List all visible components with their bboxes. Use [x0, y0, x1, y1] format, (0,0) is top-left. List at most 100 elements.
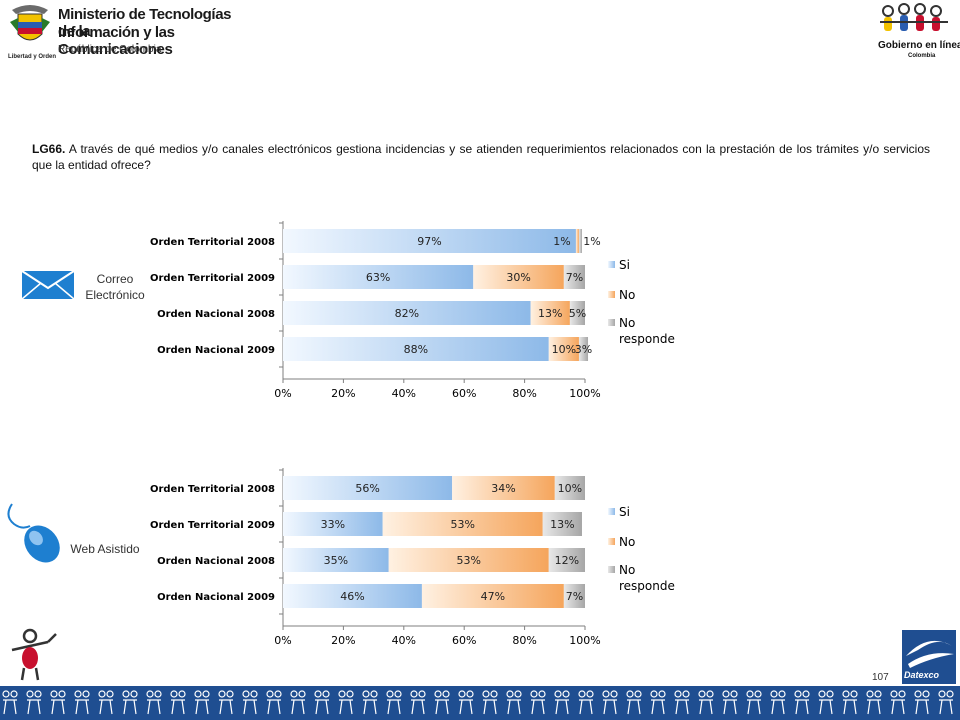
category-label: Orden Territorial 2009 — [150, 520, 275, 531]
page-number: 107 — [872, 672, 889, 683]
legend-label-cont: responde — [619, 332, 675, 346]
legend-swatch — [608, 566, 615, 573]
section-label-email-line2: Electrónico — [85, 288, 145, 302]
data-label: 12% — [555, 554, 579, 567]
question-body: A través de qué medios y/o canales elect… — [32, 142, 931, 172]
gobierno-en-linea-country: Colombia — [908, 53, 936, 59]
data-label: 88% — [404, 343, 428, 356]
datexco-badge-icon — [902, 630, 956, 684]
data-label: 3% — [575, 343, 592, 356]
category-label: Orden Nacional 2008 — [157, 556, 275, 567]
bar-segment — [283, 476, 453, 500]
bar-segment — [283, 229, 576, 253]
bar-segment — [569, 301, 585, 325]
bar-segment — [283, 265, 474, 289]
data-label: 47% — [481, 590, 505, 603]
x-tick-label: 0% — [274, 387, 291, 400]
legend-swatch — [608, 538, 615, 545]
x-tick-label: 60% — [452, 634, 476, 647]
legend-label: Si — [619, 258, 630, 272]
section-label-email: Correo Electrónico — [80, 271, 150, 303]
x-tick-label: 80% — [512, 634, 536, 647]
bar-segment — [563, 265, 585, 289]
footer-band — [0, 686, 960, 720]
data-label: 97% — [417, 235, 441, 248]
person-icon — [11, 628, 57, 681]
chart-email-svg: 0% 20% 40% 60% 80% 100% Orden Territorial 2008… — [150, 221, 675, 400]
people-figures-icon — [880, 3, 948, 31]
legend-swatch — [608, 291, 615, 298]
data-label: 33% — [321, 518, 345, 531]
data-label: 5% — [569, 307, 586, 320]
data-label: 13% — [538, 307, 562, 320]
bar-segment — [283, 301, 531, 325]
bar-segment — [421, 584, 564, 608]
bar-segment — [548, 337, 579, 361]
data-label: 13% — [550, 518, 574, 531]
question-text: LG66. A través de qué medios y/o canales… — [32, 141, 930, 173]
ministry-motto: Libertad y Orden — [8, 54, 57, 60]
data-label: 56% — [355, 482, 379, 495]
chart-email: 0% 20% 40% 60% 80% 100% Orden Territorial 2008… — [0, 215, 700, 405]
legend-swatch — [608, 508, 615, 515]
bar-segment — [283, 337, 549, 361]
data-label: 34% — [491, 482, 515, 495]
coat-of-arms-icon — [10, 5, 50, 41]
bar-segment — [554, 476, 585, 500]
legend-label: No — [619, 535, 635, 549]
legend-label-cont: responde — [619, 579, 675, 593]
bar-segment — [283, 548, 389, 572]
bar-segment — [473, 265, 564, 289]
bar-segment — [548, 548, 585, 572]
data-label: 53% — [457, 554, 481, 567]
legend-label: No — [619, 316, 635, 330]
x-tick-label: 0% — [274, 634, 291, 647]
question-code: LG66. — [32, 142, 66, 156]
x-tick-label: 100% — [569, 387, 600, 400]
x-tick-label: 100% — [569, 634, 600, 647]
bar-segment — [578, 337, 589, 361]
legend-label: Si — [619, 505, 630, 519]
category-label: Orden Territorial 2008 — [150, 484, 275, 495]
bar-segment — [382, 512, 543, 536]
category-label: Orden Nacional 2009 — [157, 592, 275, 603]
chart-web: 0% 20% 40% 60% 80% 100% Orden Territorial 2008… — [0, 462, 700, 652]
data-label: 46% — [340, 590, 364, 603]
bar-segment — [542, 512, 582, 536]
data-label: 30% — [506, 271, 530, 284]
data-label: 7% — [566, 271, 583, 284]
ministry-name-line1: Ministerio de Tecnologías de la — [58, 6, 232, 40]
gobierno-en-linea-title: Gobierno en línea — [878, 40, 960, 51]
legend-label: No — [619, 563, 635, 577]
mouse-icon — [7, 503, 60, 563]
data-label: 7% — [566, 590, 583, 603]
category-label: Orden Territorial 2008 — [150, 237, 275, 248]
bar-segment — [575, 229, 579, 253]
bar-segment — [283, 584, 422, 608]
x-tick-label: 40% — [392, 387, 416, 400]
envelope-icon — [21, 270, 75, 300]
bar-segment — [452, 476, 555, 500]
data-label: 35% — [324, 554, 348, 567]
data-label: 1% — [553, 235, 570, 248]
ministry-logo: Ministerio de Tecnologías de la Informac… — [8, 2, 248, 64]
data-label: 10% — [552, 343, 576, 356]
section-label-email-line1: Correo — [96, 272, 134, 286]
gobierno-en-linea-logo: Gobierno en línea Colombia — [872, 2, 960, 66]
data-label: 10% — [558, 482, 582, 495]
category-label: Orden Territorial 2009 — [150, 273, 275, 284]
ministry-name-line2: Información y las Comunicaciones — [58, 24, 175, 58]
bar-segment — [578, 229, 582, 253]
chart-web-svg: 0% 20% 40% 60% 80% 100% Orden Territorial 2008… — [150, 468, 675, 647]
x-tick-label: 80% — [512, 387, 536, 400]
bar-segment — [283, 512, 383, 536]
legend-label: No — [619, 288, 635, 302]
bar-segment — [388, 548, 549, 572]
category-label: Orden Nacional 2008 — [157, 309, 275, 320]
datexco-brand: Datexco — [904, 670, 940, 680]
category-label: Orden Nacional 2009 — [157, 345, 275, 356]
bar-segment — [563, 584, 585, 608]
bar-segment — [530, 301, 570, 325]
data-label: 53% — [450, 518, 474, 531]
legend-swatch — [608, 261, 615, 268]
